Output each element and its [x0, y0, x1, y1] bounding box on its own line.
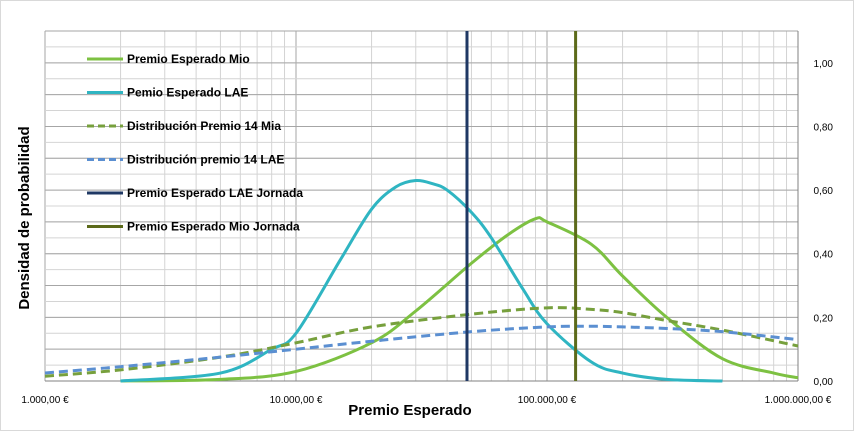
x-tick-label: 1.000,00 € — [21, 395, 69, 406]
y-tick-label: 0,00 — [814, 377, 834, 388]
legend-label: Distribución Premio 14 Mia — [127, 119, 281, 133]
tick-labels: 1.000,00 € 10.000,00 € 100.000,00 € 1.000.0… — [21, 59, 833, 406]
y-tick-label: 0,60 — [814, 186, 834, 197]
legend-label: Pemio Esperado LAE — [127, 86, 248, 100]
x-tick-label: 1.000.000,00 € — [765, 395, 832, 406]
series-line — [120, 178, 723, 383]
series-line — [44, 306, 799, 378]
x-axis-title: Premio Esperado — [348, 402, 471, 419]
series-line — [120, 216, 799, 383]
series-layer — [44, 31, 799, 383]
grid — [44, 30, 799, 382]
x-tick-label: 100.000,00 € — [518, 395, 577, 406]
y-tick-label: 0,20 — [814, 313, 834, 324]
legend-label: Distribución premio 14 LAE — [127, 153, 284, 167]
x-tick-label: 10.000,00 € — [270, 395, 323, 406]
y-tick-label: 0,80 — [814, 122, 834, 133]
legend-label: Premio Esperado Mio Jornada — [127, 220, 300, 234]
series-line — [44, 324, 799, 375]
legend: Premio Esperado Mio Pemio Esperado LAE Dis… — [87, 52, 303, 234]
y-tick-label: 0,40 — [814, 250, 834, 261]
y-axis-title: Densidad de probabilidad — [16, 126, 33, 309]
y-tick-label: 1,00 — [814, 59, 834, 70]
legend-label: Premio Esperado Mio — [127, 52, 250, 66]
legend-label: Premio Esperado LAE Jornada — [127, 186, 303, 200]
